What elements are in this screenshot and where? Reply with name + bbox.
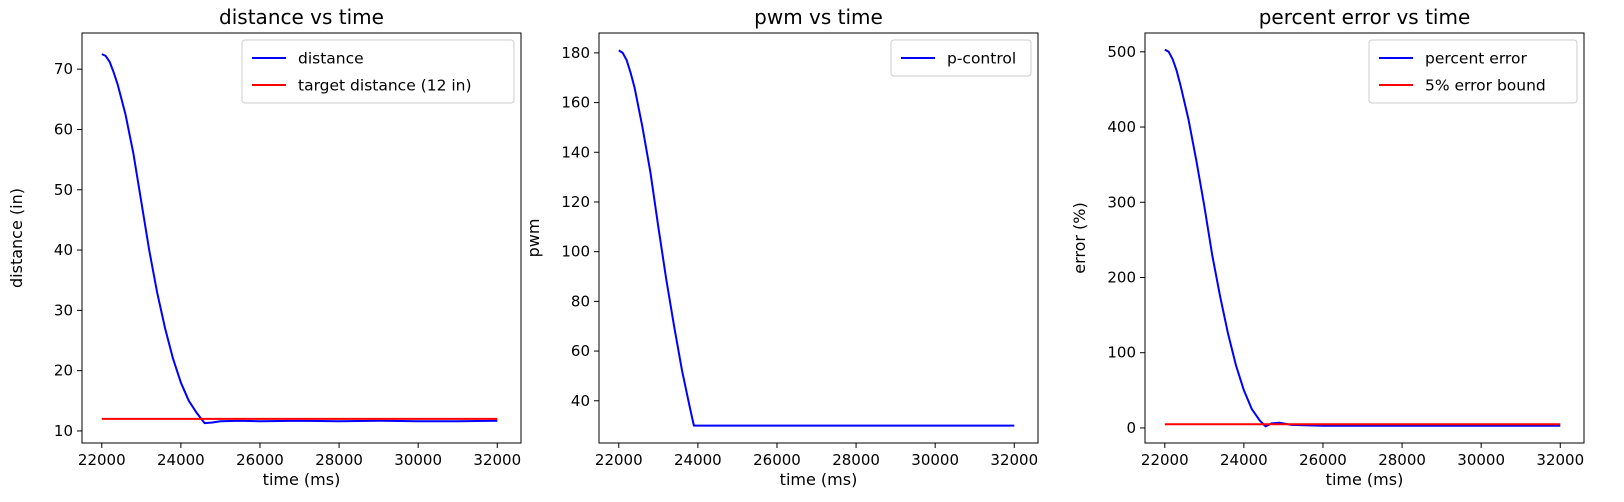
y-tick-label: 0 <box>1126 419 1136 437</box>
x-tick-label: 24000 <box>674 451 722 469</box>
series-line-1 <box>101 53 498 425</box>
x-tick-label: 22000 <box>595 451 643 469</box>
y-tick-label: 30 <box>54 301 73 319</box>
x-tick-label: 30000 <box>1457 451 1505 469</box>
chart-title: percent error vs time <box>1259 5 1471 29</box>
legend: p-control <box>890 39 1032 77</box>
y-tick-label: 50 <box>54 181 73 199</box>
plot-frame <box>1144 32 1585 444</box>
x-tick-label: 32000 <box>1536 451 1584 469</box>
x-tick-label: 22000 <box>1141 451 1189 469</box>
plot-frame <box>81 32 522 444</box>
plot-frame <box>598 32 1039 444</box>
y-tick-label: 60 <box>571 342 590 360</box>
x-axis-label: time (ms) <box>263 470 341 489</box>
y-tick-label: 500 <box>1107 43 1136 61</box>
x-tick-label: 26000 <box>236 451 284 469</box>
y-axis-label: distance (in) <box>7 188 26 288</box>
y-tick-label: 300 <box>1107 193 1136 211</box>
x-tick-label: 28000 <box>315 451 363 469</box>
y-tick-label: 120 <box>561 193 590 211</box>
chart-title: pwm vs time <box>754 5 883 29</box>
x-tick-label: 22000 <box>78 451 126 469</box>
y-tick-label: 70 <box>54 60 73 78</box>
legend-entry-label: 5% error bound <box>1425 77 1546 95</box>
x-tick-label: 32000 <box>990 451 1038 469</box>
x-tick-label: 28000 <box>1378 451 1426 469</box>
y-tick-label: 80 <box>571 292 590 310</box>
y-axis-label: error (%) <box>1070 202 1089 274</box>
y-tick-label: 60 <box>54 120 73 138</box>
y-tick-label: 40 <box>54 241 73 259</box>
x-axis-label: time (ms) <box>780 470 858 489</box>
chart-panel-3: percent error vs time time (ms) error (%) 2… <box>1070 5 1585 489</box>
legend-entry-label: percent error <box>1425 50 1527 68</box>
series-line-1 <box>618 49 1015 427</box>
y-tick-label: 40 <box>571 392 590 410</box>
legend-entry-label: distance <box>298 50 364 68</box>
y-tick-label: 200 <box>1107 268 1136 286</box>
chart-title: distance vs time <box>219 5 384 29</box>
y-axis-label: pwm <box>524 219 543 258</box>
x-tick-label: 26000 <box>1299 451 1347 469</box>
x-tick-label: 26000 <box>753 451 801 469</box>
legend-box <box>890 39 1032 77</box>
legend-entry-label: target distance (12 in) <box>298 77 472 95</box>
y-tick-label: 20 <box>54 362 73 380</box>
x-tick-label: 30000 <box>394 451 442 469</box>
x-tick-label: 30000 <box>911 451 959 469</box>
chart-panel-2: pwm vs time time (ms) pwm 22000 24000 26000 28… <box>524 5 1039 489</box>
y-tick-label: 180 <box>561 44 590 62</box>
legend-box <box>1368 39 1578 104</box>
legend-entry-label: p-control <box>947 50 1016 68</box>
y-tick-label: 160 <box>561 94 590 112</box>
legend: percent error 5% error bound <box>1368 39 1578 104</box>
y-tick-label: 100 <box>1107 344 1136 362</box>
chart-panel-1: distance vs time time (ms) distance (in) 22… <box>7 5 522 489</box>
y-tick-label: 140 <box>561 143 590 161</box>
x-tick-label: 24000 <box>1220 451 1268 469</box>
y-tick-label: 100 <box>561 243 590 261</box>
x-tick-label: 24000 <box>157 451 205 469</box>
legend: distance target distance (12 in) <box>241 39 515 104</box>
series-line-1 <box>1164 48 1561 428</box>
legend-box <box>241 39 515 104</box>
y-tick-label: 400 <box>1107 118 1136 136</box>
y-tick-label: 10 <box>54 422 73 440</box>
x-axis-label: time (ms) <box>1326 470 1404 489</box>
x-tick-label: 28000 <box>832 451 880 469</box>
x-tick-label: 32000 <box>473 451 521 469</box>
